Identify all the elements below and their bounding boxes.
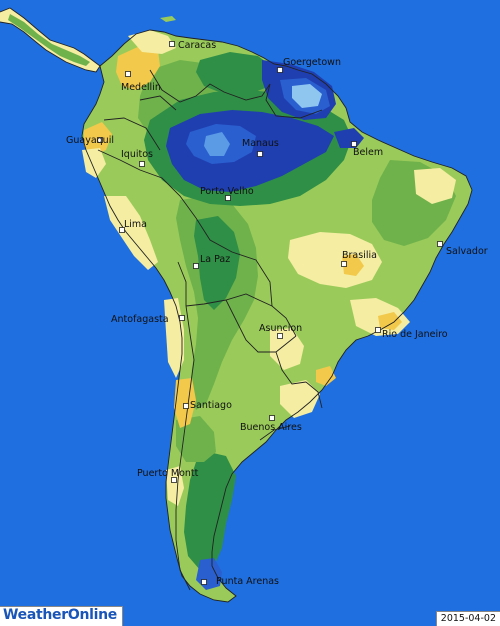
city-marker-goergetown [277,67,283,73]
city-label-antofagasta: Antofagasta [111,314,169,325]
city-label-goergetown: Goergetown [283,57,341,68]
city-punta-arenas: Punta Arenas [201,576,279,587]
country-borders [0,7,473,603]
city-label-caracas: Caracas [178,40,216,51]
city-label-medellin: Medellin [121,82,161,93]
city-marker-iquitos [139,161,145,167]
city-marker-la-paz [193,263,199,269]
city-porto-velho: Porto Velho [200,186,254,201]
city-label-rio-de-janeiro: Rio de Janeiro [382,329,448,340]
city-marker-buenos-aires [269,415,275,421]
city-medellin: Medellin [121,71,161,93]
city-antofagasta: Antofagasta [111,314,185,325]
zone-cream-northeast [414,168,456,204]
city-lima: Lima [119,219,147,233]
city-label-iquitos: Iquitos [121,149,153,160]
city-marker-rio-de-janeiro [375,327,381,333]
zone-cream-south-coast [166,466,184,506]
city-asuncion: Asuncion [259,323,302,339]
city-marker-puerto-montt [171,477,177,483]
city-goergetown: Goergetown [277,57,341,73]
zone-mid-green-south-light [176,416,216,462]
city-marker-lima [119,227,125,233]
city-guayaquil: Guayaquil [66,135,114,146]
city-label-asuncion: Asuncion [259,323,302,334]
caribbean-island [160,16,176,22]
city-rio-de-janeiro: Rio de Janeiro [375,327,448,340]
city-label-belem: Belem [353,147,383,158]
city-belem: Belem [351,141,383,158]
city-marker-medellin [125,71,131,77]
map-date: 2015-04-02 [435,611,500,626]
zone-dry-yellow-rio [378,312,402,330]
zone-wet-light-blue-guiana [292,84,322,108]
city-marker-manaus [257,151,263,157]
city-marker-porto-velho [225,195,231,201]
city-markers: Caracas Goergetown Medellin Guayaquil Iquito… [66,40,488,587]
logo-text: WeatherOnline [3,607,117,623]
weatheronline-logo: WeatherOnline [0,606,123,626]
city-marker-salvador [437,241,443,247]
city-label-salvador: Salvador [446,246,488,257]
city-santiago: Santiago [183,400,232,411]
city-label-punta-arenas: Punta Arenas [216,576,279,587]
city-label-la-paz: La Paz [200,254,230,265]
city-label-puerto-montt: Puerto Montt [137,468,199,479]
city-salvador: Salvador [437,241,488,257]
city-label-lima: Lima [124,219,147,230]
zone-cream-brasil-center [288,232,382,288]
precip-zones [82,30,456,590]
zone-dry-yellow-colombia [116,46,160,90]
city-label-santiago: Santiago [190,400,232,411]
zone-wet-light-blue-amazon [204,132,230,156]
city-marker-belem [351,141,357,147]
city-marker-brasilia [341,261,347,267]
zone-cream-caribbean [128,30,176,54]
city-label-manaus: Manaus [242,138,279,149]
zone-dry-yellow-uruguay [316,366,336,386]
city-puerto-montt: Puerto Montt [137,468,199,483]
city-caracas: Caracas [169,40,216,51]
zone-cream-uruguay [280,380,320,418]
city-iquitos: Iquitos [121,149,153,167]
zone-dark-green-andes [194,216,240,310]
city-marker-santiago [183,403,189,409]
city-marker-antofagasta [179,315,185,321]
zone-cream-peru-coast [104,196,158,270]
city-marker-caracas [169,41,175,47]
city-label-guayaquil: Guayaquil [66,135,114,146]
zone-dark-green-north [196,52,274,94]
city-marker-punta-arenas [201,579,207,585]
city-manaus: Manaus [242,138,279,157]
city-label-brasilia: Brasilia [342,250,377,261]
city-label-porto-velho: Porto Velho [200,186,254,197]
city-label-buenos-aires: Buenos Aires [240,422,302,433]
zone-dry-yellow-brasilia [342,254,364,276]
central-america-green [8,14,90,66]
city-marker-asuncion [277,333,283,339]
zone-dry-yellow-santiago [174,378,196,428]
city-la-paz: La Paz [193,254,230,269]
city-brasilia: Brasilia [341,250,377,267]
zone-mid-green-south [184,450,236,570]
city-buenos-aires: Buenos Aires [240,415,302,433]
city-marker-guayaquil [97,137,103,143]
